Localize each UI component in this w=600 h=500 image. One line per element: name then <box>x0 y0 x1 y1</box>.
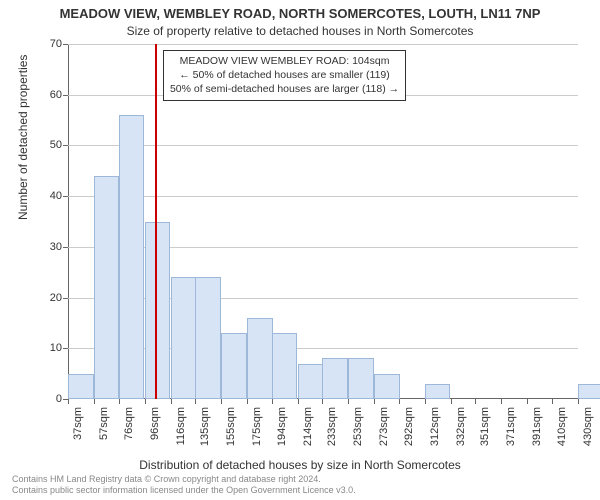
x-tick-label: 371sqm <box>505 407 517 451</box>
y-axis-line <box>68 44 69 399</box>
histogram-bar <box>374 374 400 399</box>
x-tick-mark <box>272 399 273 404</box>
info-box-line2: ← 50% of detached houses are smaller (11… <box>170 68 399 82</box>
histogram-bar <box>322 358 348 399</box>
y-tick-label: 40 <box>38 190 62 202</box>
histogram-bar <box>348 358 374 399</box>
histogram-bar <box>171 277 197 399</box>
x-tick-label: 391sqm <box>531 407 543 451</box>
x-tick-mark <box>399 399 400 404</box>
x-tick-label: 116sqm <box>175 407 187 451</box>
x-tick-mark <box>322 399 323 404</box>
footer-line1: Contains HM Land Registry data © Crown c… <box>12 474 356 485</box>
x-tick-mark <box>145 399 146 404</box>
x-tick-label: 37sqm <box>72 407 84 451</box>
y-tick-label: 0 <box>38 393 62 405</box>
x-tick-mark <box>552 399 553 404</box>
x-tick-mark <box>221 399 222 404</box>
x-tick-mark <box>451 399 452 404</box>
y-tick-mark <box>63 348 68 349</box>
x-tick-label: 332sqm <box>455 407 467 451</box>
gridline <box>68 196 578 197</box>
y-axis-label: Number of detached properties <box>16 55 30 220</box>
x-tick-label: 194sqm <box>276 407 288 451</box>
x-tick-label: 410sqm <box>556 407 568 451</box>
gridline <box>68 145 578 146</box>
x-tick-mark <box>374 399 375 404</box>
info-box: MEADOW VIEW WEMBLEY ROAD: 104sqm← 50% of… <box>163 50 406 101</box>
x-tick-mark <box>348 399 349 404</box>
marker-line <box>155 44 157 399</box>
chart-container: MEADOW VIEW, WEMBLEY ROAD, NORTH SOMERCO… <box>0 0 600 500</box>
y-tick-mark <box>63 196 68 197</box>
plot-area: 01020304050607037sqm57sqm76sqm96sqm116sq… <box>68 44 578 399</box>
histogram-bar <box>272 333 298 399</box>
histogram-bar <box>298 364 324 400</box>
x-axis-label: Distribution of detached houses by size … <box>0 458 600 472</box>
histogram-bar <box>578 384 600 399</box>
x-tick-mark <box>501 399 502 404</box>
y-tick-label: 70 <box>38 38 62 50</box>
y-tick-label: 50 <box>38 139 62 151</box>
x-tick-mark <box>68 399 69 404</box>
x-tick-mark <box>195 399 196 404</box>
histogram-bar <box>195 277 221 399</box>
histogram-bar <box>221 333 247 399</box>
x-tick-label: 292sqm <box>403 407 415 451</box>
x-tick-label: 57sqm <box>98 407 110 451</box>
info-box-line1: MEADOW VIEW WEMBLEY ROAD: 104sqm <box>170 54 399 68</box>
histogram-bar <box>94 176 120 399</box>
x-tick-label: 273sqm <box>378 407 390 451</box>
histogram-bar <box>247 318 273 399</box>
y-tick-mark <box>63 95 68 96</box>
y-tick-mark <box>63 298 68 299</box>
x-tick-mark <box>247 399 248 404</box>
footer-line2: Contains public sector information licen… <box>12 485 356 496</box>
x-tick-label: 96sqm <box>149 407 161 451</box>
y-tick-label: 10 <box>38 342 62 354</box>
chart-title-main: MEADOW VIEW, WEMBLEY ROAD, NORTH SOMERCO… <box>0 6 600 21</box>
histogram-bar <box>145 222 171 400</box>
histogram-bar <box>68 374 94 399</box>
chart-title-sub: Size of property relative to detached ho… <box>0 24 600 38</box>
gridline <box>68 44 578 45</box>
x-tick-mark <box>475 399 476 404</box>
footer-note: Contains HM Land Registry data © Crown c… <box>12 474 356 496</box>
x-tick-label: 312sqm <box>429 407 441 451</box>
x-tick-label: 233sqm <box>326 407 338 451</box>
y-tick-label: 30 <box>38 241 62 253</box>
x-tick-mark <box>527 399 528 404</box>
info-box-line3: 50% of semi-detached houses are larger (… <box>170 82 399 96</box>
x-tick-mark <box>171 399 172 404</box>
x-tick-label: 430sqm <box>582 407 594 451</box>
x-tick-label: 175sqm <box>251 407 263 451</box>
x-tick-label: 351sqm <box>479 407 491 451</box>
x-tick-label: 155sqm <box>225 407 237 451</box>
y-tick-label: 60 <box>38 89 62 101</box>
x-tick-label: 214sqm <box>302 407 314 451</box>
x-tick-mark <box>298 399 299 404</box>
histogram-bar <box>119 115 145 399</box>
histogram-bar <box>425 384 451 399</box>
y-tick-label: 20 <box>38 292 62 304</box>
y-tick-mark <box>63 247 68 248</box>
x-tick-mark <box>578 399 579 404</box>
x-tick-label: 135sqm <box>199 407 211 451</box>
x-tick-mark <box>119 399 120 404</box>
y-tick-mark <box>63 44 68 45</box>
x-tick-mark <box>425 399 426 404</box>
x-tick-mark <box>94 399 95 404</box>
y-tick-mark <box>63 145 68 146</box>
x-tick-label: 76sqm <box>123 407 135 451</box>
x-tick-label: 253sqm <box>352 407 364 451</box>
